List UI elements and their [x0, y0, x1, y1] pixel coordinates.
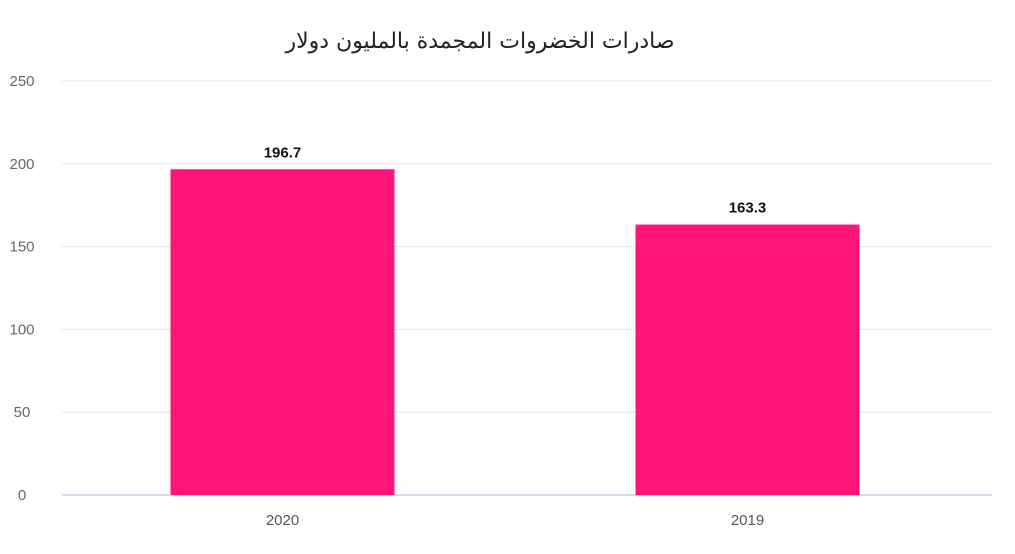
x-axis-ticks: 2020 2019	[266, 512, 764, 529]
bars	[170, 169, 860, 495]
data-label: 196.7	[264, 144, 302, 161]
y-tick-label: 150	[9, 239, 34, 256]
y-tick-label: 100	[9, 321, 34, 338]
data-labels: 196.7 163.3	[264, 144, 767, 216]
x-tick-label: 2019	[731, 512, 764, 529]
y-tick-label: 50	[14, 404, 31, 421]
x-tick-label: 2020	[266, 512, 299, 529]
y-tick-label: 250	[9, 73, 34, 90]
y-tick-label: 200	[9, 156, 34, 173]
y-axis-ticks: 0 50 100 150 200 250	[9, 73, 34, 504]
bar	[170, 169, 395, 495]
y-tick-label: 0	[18, 487, 26, 504]
chart-title: صادرات الخضروات المجمدة بالمليون دولار	[284, 29, 674, 54]
data-label: 163.3	[729, 200, 767, 217]
bar	[635, 224, 860, 495]
